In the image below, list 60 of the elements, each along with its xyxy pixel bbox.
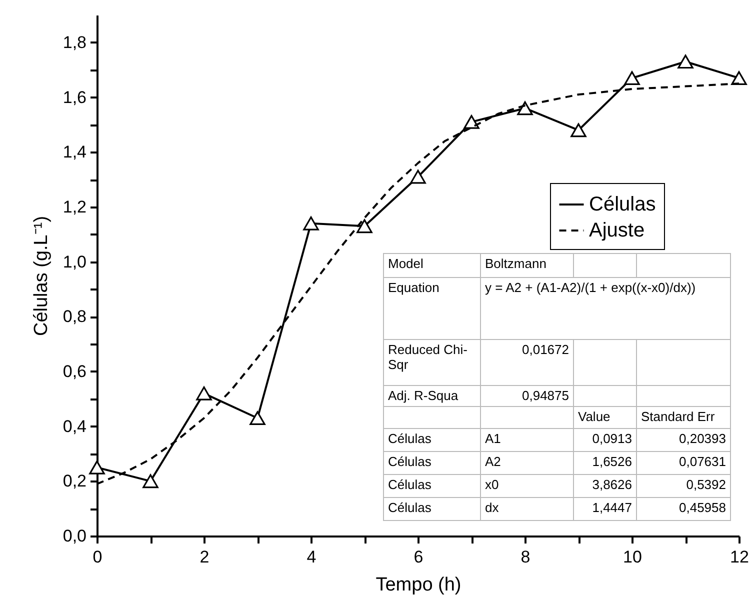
point (517, 101, 533, 116)
annotation: Células (384, 452, 480, 474)
y-tick-label: 1,8 (62, 32, 86, 52)
x-axis-title: Tempo (h) (376, 574, 462, 596)
annotation: 3,8626 (574, 474, 636, 498)
annotation: 0,0913 (574, 428, 636, 452)
annotation: 0,94875 (480, 386, 574, 406)
annotation: Value (574, 406, 636, 428)
x-tick-label: 4 (306, 548, 316, 566)
point (356, 219, 372, 234)
annotation: Reduced Chi-Sqr (384, 340, 480, 386)
legend-label: Ajuste (589, 220, 645, 242)
point (678, 54, 694, 69)
x-tick-label: 6 (414, 548, 424, 566)
annotation: 0,01672 (480, 340, 574, 386)
annotation: Model (384, 254, 480, 278)
point (196, 386, 212, 400)
annotation: 0,07631 (636, 452, 730, 474)
y-tick-label: 0,8 (62, 307, 86, 326)
annotation: Boltzmann (480, 254, 574, 278)
x-tick-label: 10 (623, 548, 642, 566)
annotation: dx (480, 498, 574, 520)
y-tick-label: 0,6 (62, 362, 86, 381)
annotation: x0 (480, 474, 574, 498)
y-axis-title: Células (g.L⁻¹) (30, 216, 52, 336)
x-tick-label: 2 (200, 548, 210, 566)
point (731, 71, 747, 85)
annotation: A1 (480, 428, 574, 452)
annotation: Células (384, 498, 480, 520)
x-tick-label: 0 (92, 548, 102, 566)
y-tick-label: 1,6 (62, 88, 86, 107)
annotation: Equation (384, 278, 480, 340)
annotation: Standard Err (636, 406, 730, 428)
point (89, 460, 105, 474)
point (303, 216, 319, 230)
annotation: A2 (480, 452, 574, 474)
annotation: 0,20393 (636, 428, 730, 452)
annotation: Adj. R-Squa (384, 386, 480, 406)
annotation: 0,5392 (636, 474, 730, 498)
y-tick-label: 0,2 (62, 472, 86, 491)
point (624, 71, 640, 85)
point (570, 123, 586, 138)
annotation: Células (384, 428, 480, 452)
y-tick-label: 1,0 (62, 252, 86, 272)
annotation: Células (384, 474, 480, 498)
annotation: 1,6526 (574, 452, 636, 474)
x-tick-label: 8 (520, 548, 530, 566)
y-tick-label: 0,4 (62, 416, 86, 436)
point (464, 115, 480, 129)
annotation: 1,4447 (574, 498, 636, 520)
point (410, 170, 426, 184)
x-tick-label: 12 (730, 548, 749, 566)
point (142, 474, 158, 488)
point (250, 411, 266, 426)
y-tick-label: 1,4 (62, 142, 86, 162)
legend-label: Células (589, 194, 656, 216)
y-tick-label: 0,0 (62, 526, 86, 546)
annotation: 0,45958 (636, 498, 730, 520)
annotation: y = A2 + (A1-A2)/(1 + exp((x-x0)/dx)) (480, 278, 730, 340)
y-tick-label: 1,2 (62, 197, 86, 216)
